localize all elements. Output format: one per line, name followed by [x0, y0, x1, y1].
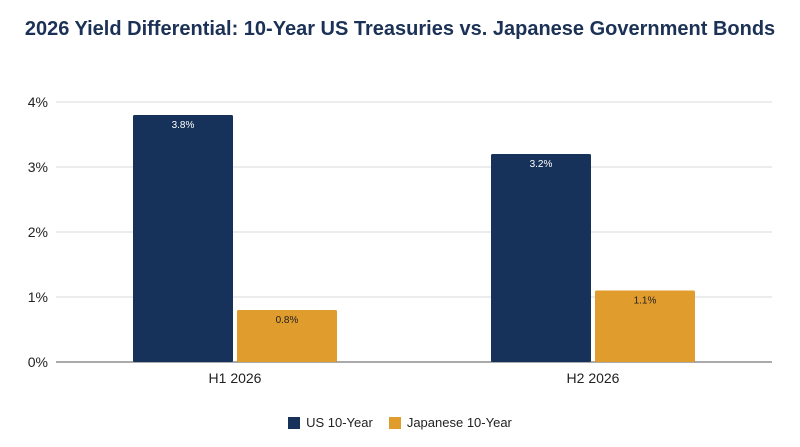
y-tick-label: 1% [28, 289, 48, 305]
data-label: 0.8% [276, 315, 299, 326]
legend-item-japan: Japanese 10-Year [388, 415, 512, 430]
x-tick-label: H1 2026 [209, 370, 262, 386]
legend-item-us: US 10-Year [288, 415, 373, 430]
legend-label-us: US 10-Year [306, 415, 373, 430]
data-label: 1.1% [634, 296, 657, 307]
chart-title: 2026 Yield Differential: 10-Year US Trea… [24, 18, 776, 40]
data-label: 3.2% [530, 159, 553, 170]
legend: US 10-Year Japanese 10-Year [0, 415, 800, 430]
data-label: 3.8% [172, 120, 195, 131]
bar [491, 154, 591, 362]
legend-swatch-us [288, 416, 301, 429]
bar [595, 290, 695, 362]
legend-swatch-japan [388, 416, 401, 429]
legend-label-japan: Japanese 10-Year [406, 415, 512, 430]
x-tick-label: H2 2026 [567, 370, 620, 386]
y-tick-label: 4% [28, 94, 48, 110]
bar [237, 310, 337, 362]
bar [133, 115, 233, 362]
y-tick-label: 0% [28, 354, 48, 370]
y-tick-label: 3% [28, 159, 48, 175]
y-tick-label: 2% [28, 224, 48, 240]
